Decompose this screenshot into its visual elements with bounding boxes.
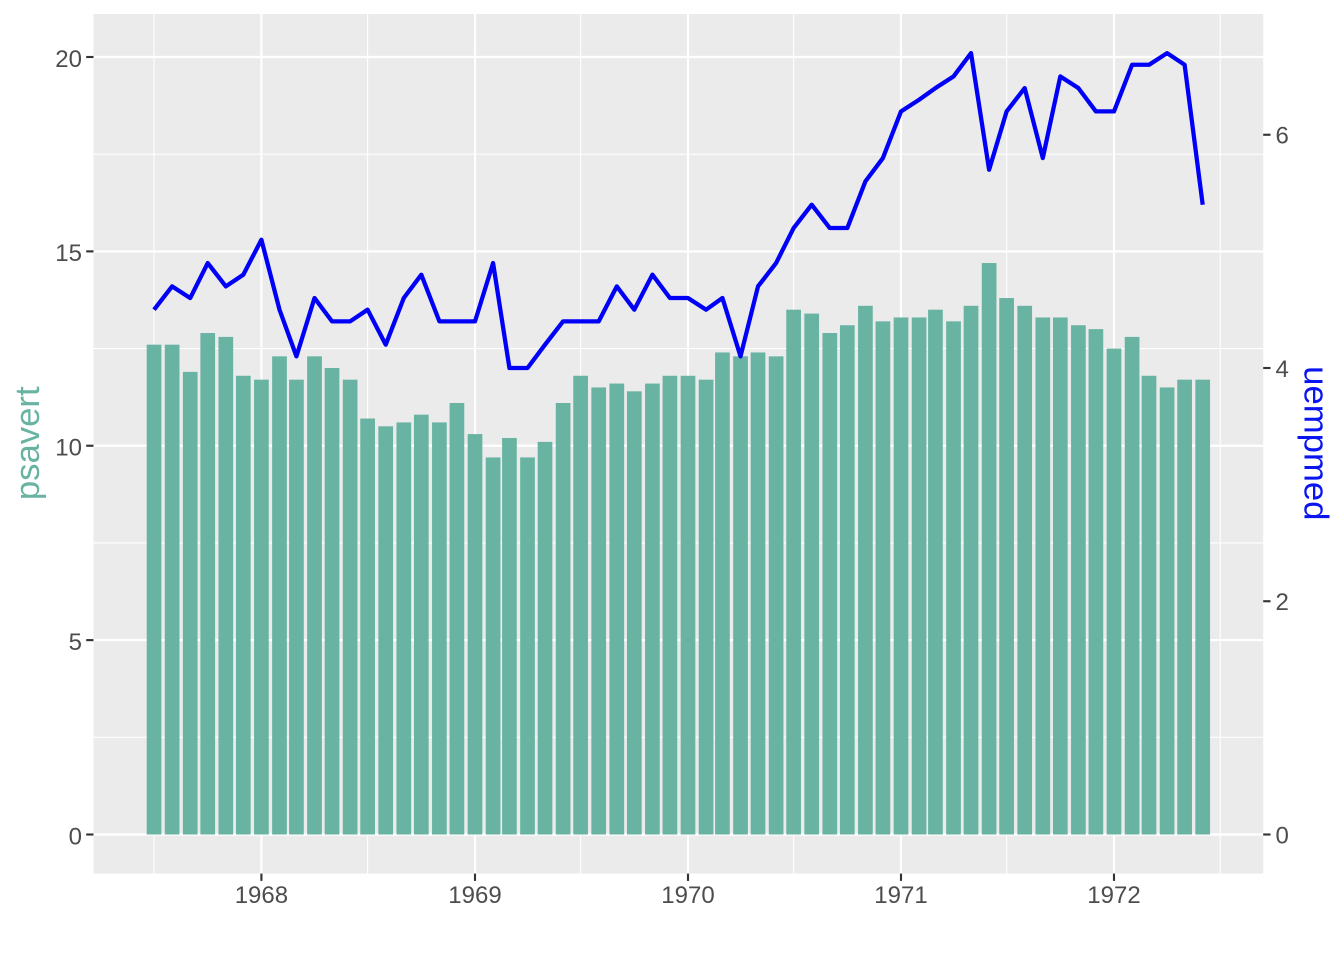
svg-text:1969: 1969 — [448, 882, 501, 909]
svg-text:psavert: psavert — [9, 386, 47, 500]
svg-text:0: 0 — [1276, 822, 1289, 849]
svg-text:5: 5 — [69, 629, 82, 656]
svg-text:20: 20 — [55, 46, 82, 73]
svg-text:1972: 1972 — [1087, 882, 1140, 909]
svg-text:0: 0 — [69, 823, 82, 850]
svg-text:1968: 1968 — [235, 882, 288, 909]
svg-text:4: 4 — [1276, 356, 1289, 383]
svg-text:10: 10 — [55, 435, 82, 462]
svg-text:uempmed: uempmed — [1296, 366, 1334, 520]
svg-text:1971: 1971 — [874, 882, 927, 909]
svg-text:15: 15 — [55, 240, 82, 267]
svg-text:2: 2 — [1276, 589, 1289, 616]
svg-text:6: 6 — [1276, 123, 1289, 150]
svg-text:1970: 1970 — [661, 882, 714, 909]
